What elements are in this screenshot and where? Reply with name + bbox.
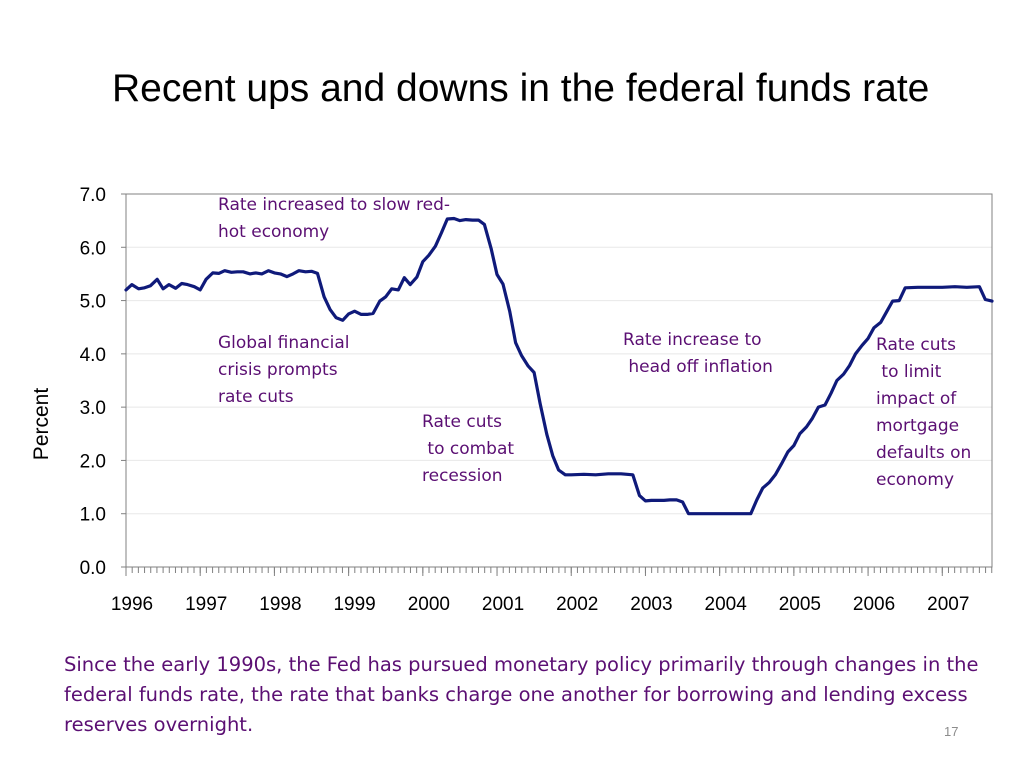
y-tick-label: 0.0: [80, 558, 106, 579]
slide-caption: Since the early 1990s, the Fed has pursu…: [64, 653, 979, 736]
federal-funds-rate-chart: 0.01.02.03.04.05.06.07.0 1996 1997 1998 199…: [30, 185, 994, 615]
x-tick-label: 2002: [556, 594, 598, 615]
x-tick-label: 2005: [779, 594, 821, 615]
fed-funds-rate-line: [124, 216, 994, 516]
x-tick-label: 1999: [333, 594, 375, 615]
page-number: 17: [944, 724, 959, 739]
y-tick-label: 3.0: [80, 398, 106, 419]
y-tick-label: 4.0: [80, 345, 106, 366]
x-tick-label: 2006: [853, 594, 895, 615]
annotation-rate-increase-red-hot: Rate increased to slow red- hot economy: [218, 195, 450, 242]
x-axis: 1996 1997 1998 1999 2000 2001 2002 2003 2004 2005…: [111, 567, 993, 615]
x-tick-label: 2000: [408, 594, 450, 615]
x-tick-label: 1996: [111, 594, 153, 615]
x-tick-label: 2007: [927, 594, 969, 615]
x-tick-label: 1998: [259, 594, 301, 615]
x-tick-label: 1997: [185, 594, 227, 615]
y-tick-label: 5.0: [80, 292, 106, 313]
series-layer: [124, 216, 994, 516]
annotation-rate-cuts-recession: Rate cuts to combat recession: [422, 412, 515, 486]
slide-title: Recent ups and downs in the federal fund…: [112, 67, 930, 110]
y-tick-label: 6.0: [80, 238, 106, 259]
y-tick-label: 7.0: [80, 185, 106, 206]
x-tick-label: 2001: [482, 594, 524, 615]
annotation-rate-increase-inflation: Rate increase to head off inflation: [623, 330, 773, 377]
x-tick-label: 2004: [705, 594, 748, 615]
annotation-rate-cuts-mortgage: Rate cuts to limit impact of mortgage de…: [876, 335, 972, 490]
y-tick-label: 1.0: [80, 505, 106, 526]
y-tick-label: 2.0: [80, 451, 106, 472]
y-axis-title: Percent: [30, 388, 53, 461]
x-tick-label: 2003: [630, 594, 672, 615]
gridlines: [126, 246, 992, 515]
annotation-financial-crisis: Global financial crisis prompts rate cut…: [218, 333, 350, 407]
y-axis: 0.0 1.0 2.0 3.0 4.0 5.0 6.0 7.0: [80, 185, 126, 579]
